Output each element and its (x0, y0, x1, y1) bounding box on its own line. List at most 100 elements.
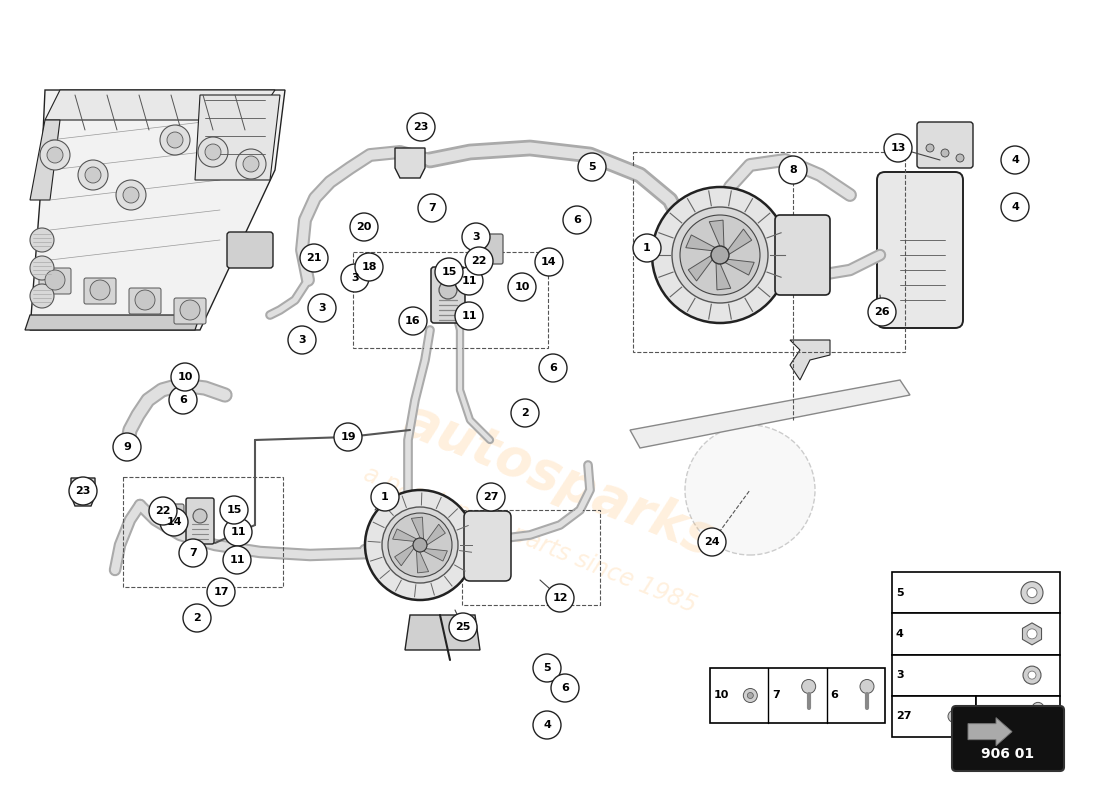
Circle shape (956, 154, 964, 162)
Text: 7: 7 (189, 548, 197, 558)
Polygon shape (195, 95, 280, 180)
Text: 2: 2 (521, 408, 529, 418)
Circle shape (148, 497, 177, 525)
Text: 23: 23 (414, 122, 429, 132)
Circle shape (334, 423, 362, 451)
Text: 20: 20 (356, 222, 372, 232)
Circle shape (546, 584, 574, 612)
Circle shape (779, 156, 807, 184)
Circle shape (685, 425, 815, 555)
Text: 3: 3 (896, 670, 903, 680)
Text: 19: 19 (340, 432, 355, 442)
Circle shape (465, 247, 493, 275)
Text: 6: 6 (179, 395, 187, 405)
FancyBboxPatch shape (776, 215, 830, 295)
Circle shape (534, 711, 561, 739)
Circle shape (439, 281, 456, 299)
Circle shape (78, 160, 108, 190)
Text: 18: 18 (361, 262, 376, 272)
FancyBboxPatch shape (464, 511, 512, 581)
Circle shape (183, 604, 211, 632)
Text: 10: 10 (714, 690, 729, 701)
Polygon shape (727, 229, 751, 255)
Text: 3: 3 (298, 335, 306, 345)
Polygon shape (892, 654, 1060, 696)
Polygon shape (72, 478, 95, 506)
Circle shape (632, 234, 661, 262)
Circle shape (30, 228, 54, 252)
Circle shape (1001, 193, 1028, 221)
Circle shape (382, 507, 458, 583)
Text: 16: 16 (405, 316, 421, 326)
Circle shape (1028, 671, 1036, 679)
Circle shape (940, 149, 949, 157)
FancyBboxPatch shape (227, 232, 273, 268)
Text: 21: 21 (306, 253, 321, 263)
Circle shape (399, 307, 427, 335)
Text: 11: 11 (461, 311, 476, 321)
Circle shape (477, 483, 505, 511)
Polygon shape (417, 551, 429, 573)
Polygon shape (1023, 623, 1042, 645)
Text: 4: 4 (543, 720, 551, 730)
Text: 10: 10 (515, 282, 530, 292)
Text: 25: 25 (455, 622, 471, 632)
Circle shape (47, 147, 63, 163)
FancyBboxPatch shape (483, 234, 503, 264)
Circle shape (412, 538, 427, 552)
Circle shape (926, 144, 934, 152)
Polygon shape (710, 668, 886, 723)
Circle shape (434, 258, 463, 286)
Circle shape (455, 267, 483, 295)
Text: 22: 22 (471, 256, 486, 266)
Circle shape (113, 433, 141, 461)
Circle shape (407, 113, 434, 141)
Polygon shape (426, 524, 446, 545)
Circle shape (30, 284, 54, 308)
FancyBboxPatch shape (129, 288, 161, 314)
Circle shape (747, 693, 754, 698)
Circle shape (350, 213, 378, 241)
Circle shape (578, 153, 606, 181)
Polygon shape (30, 90, 285, 330)
Polygon shape (45, 90, 275, 120)
Circle shape (508, 273, 536, 301)
Circle shape (223, 546, 251, 574)
Text: 8: 8 (789, 165, 796, 175)
Text: 26: 26 (874, 307, 890, 317)
Circle shape (860, 679, 875, 694)
Text: 1: 1 (644, 243, 651, 253)
Circle shape (388, 513, 452, 577)
Text: 4: 4 (1011, 202, 1019, 212)
Circle shape (169, 386, 197, 414)
Circle shape (365, 490, 475, 600)
Circle shape (539, 354, 566, 382)
Circle shape (45, 270, 65, 290)
Text: 23: 23 (75, 486, 90, 496)
Polygon shape (892, 614, 1060, 654)
Polygon shape (395, 148, 425, 178)
Text: 5: 5 (896, 588, 903, 598)
Circle shape (1032, 702, 1044, 714)
Circle shape (300, 244, 328, 272)
Circle shape (355, 253, 383, 281)
Text: autosparks: autosparks (396, 394, 724, 566)
Circle shape (288, 326, 316, 354)
Circle shape (180, 300, 200, 320)
Polygon shape (405, 615, 480, 650)
Polygon shape (689, 255, 713, 281)
Circle shape (744, 689, 757, 702)
Circle shape (535, 248, 563, 276)
Circle shape (1021, 582, 1043, 604)
Polygon shape (395, 545, 414, 566)
Circle shape (179, 539, 207, 567)
Text: 27: 27 (896, 711, 912, 722)
Text: 4: 4 (896, 629, 904, 639)
Polygon shape (976, 696, 1060, 737)
Circle shape (170, 363, 199, 391)
Polygon shape (411, 517, 424, 539)
Circle shape (1023, 666, 1041, 684)
Text: 7: 7 (772, 690, 780, 701)
Polygon shape (424, 549, 448, 561)
Text: 3: 3 (351, 273, 359, 283)
